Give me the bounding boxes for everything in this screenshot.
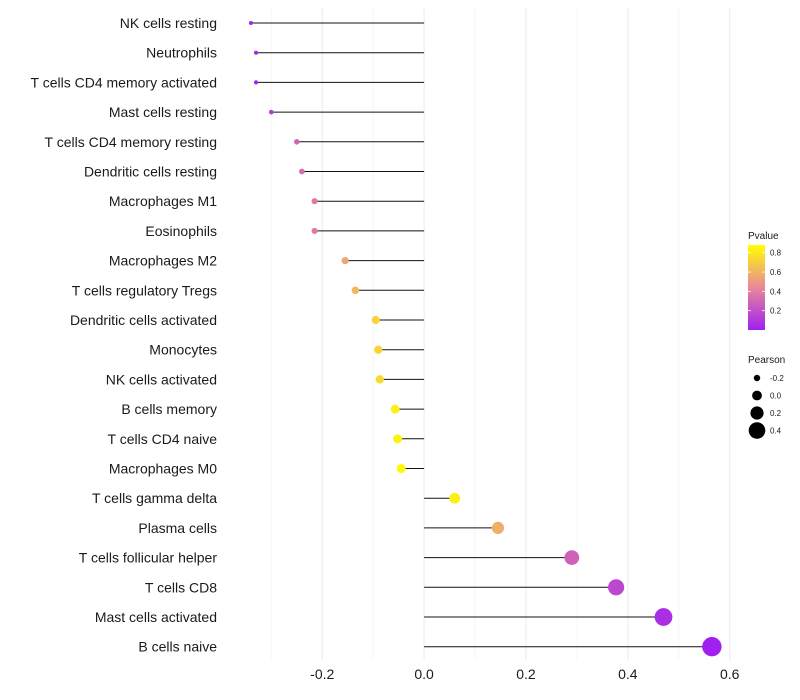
pvalue-legend-title: Pvalue — [748, 231, 779, 242]
data-point — [248, 20, 253, 26]
pearson-legend-dot — [750, 406, 764, 420]
data-point — [393, 434, 403, 444]
category-label: T cells gamma delta — [92, 490, 217, 506]
data-point — [298, 168, 305, 175]
pearson-legend: Pearson -0.2 0.0 0.2 0.4 — [748, 355, 785, 439]
category-label: Neutrophils — [146, 45, 217, 61]
data-point — [311, 198, 318, 205]
category-label: Dendritic cells resting — [84, 164, 217, 180]
pearson-legend-dot — [748, 422, 766, 439]
data-point — [341, 257, 349, 265]
data-point — [702, 636, 722, 657]
category-label: T cells CD4 memory resting — [45, 134, 217, 150]
category-label: Monocytes — [149, 342, 217, 358]
data-point — [396, 463, 406, 474]
data-point — [293, 139, 300, 145]
pearson-legend-title: Pearson — [748, 355, 785, 366]
pvalue-tick-label: 0.8 — [770, 249, 782, 258]
pearson-legend-label: 0.0 — [770, 392, 782, 401]
category-label: T cells CD8 — [145, 579, 217, 595]
pearson-legend-dot — [753, 374, 761, 382]
category-label: Mast cells resting — [109, 104, 217, 120]
data-point — [491, 521, 505, 535]
category-label: T cells regulatory Tregs — [72, 282, 217, 298]
pvalue-colorbar — [748, 245, 765, 330]
category-labels: NK cells resting Neutrophils T cells CD4 m… — [31, 15, 218, 655]
category-label: NK cells activated — [106, 371, 217, 387]
x-tick-label: 0.4 — [618, 666, 638, 682]
pvalue-tick-label: 0.4 — [770, 287, 782, 296]
data-point — [311, 227, 318, 234]
pvalue-tick-label: 0.6 — [770, 268, 782, 277]
category-label: Eosinophils — [145, 223, 217, 239]
category-label: T cells CD4 memory activated — [31, 74, 217, 90]
pvalue-tick-label: 0.2 — [770, 307, 782, 316]
pearson-legend-label: -0.2 — [770, 374, 784, 383]
data-point — [253, 80, 259, 85]
data-point — [654, 608, 673, 626]
category-label: B cells memory — [121, 401, 217, 417]
category-label: NK cells resting — [120, 15, 217, 31]
grid-lines — [270, 8, 731, 660]
category-label: Mast cells activated — [95, 609, 217, 625]
category-label: T cells follicular helper — [79, 550, 218, 566]
data-point — [449, 492, 461, 504]
category-label: Macrophages M1 — [109, 193, 217, 209]
data-point — [371, 315, 380, 325]
stems — [250, 22, 712, 648]
data-point — [564, 550, 580, 565]
data-point — [390, 404, 400, 414]
data-point — [374, 345, 383, 354]
pearson-legend-dot — [752, 390, 762, 401]
x-tick-label: 0.0 — [414, 666, 434, 682]
data-point — [268, 109, 274, 115]
category-label: Plasma cells — [138, 520, 217, 536]
points — [248, 20, 722, 657]
pearson-legend-label: 0.4 — [770, 427, 782, 436]
data-point — [351, 286, 360, 295]
category-label: Dendritic cells activated — [70, 312, 217, 328]
category-label: T cells CD4 naive — [108, 431, 218, 447]
category-label: Macrophages M0 — [109, 461, 217, 477]
x-tick-label: -0.2 — [310, 666, 334, 682]
x-tick-label: 0.2 — [516, 666, 536, 682]
pvalue-legend: Pvalue 0.8 0.6 0.4 0.2 — [748, 231, 782, 330]
pearson-legend-label: 0.2 — [770, 409, 782, 418]
x-tick-label: 0.6 — [720, 666, 740, 682]
data-point — [608, 579, 625, 596]
data-point — [253, 50, 259, 55]
category-label: B cells naive — [138, 639, 217, 655]
category-label: Macrophages M2 — [109, 253, 217, 269]
data-point — [375, 375, 384, 384]
x-axis-ticks: -0.2 0.0 0.2 0.4 0.6 — [310, 666, 739, 682]
